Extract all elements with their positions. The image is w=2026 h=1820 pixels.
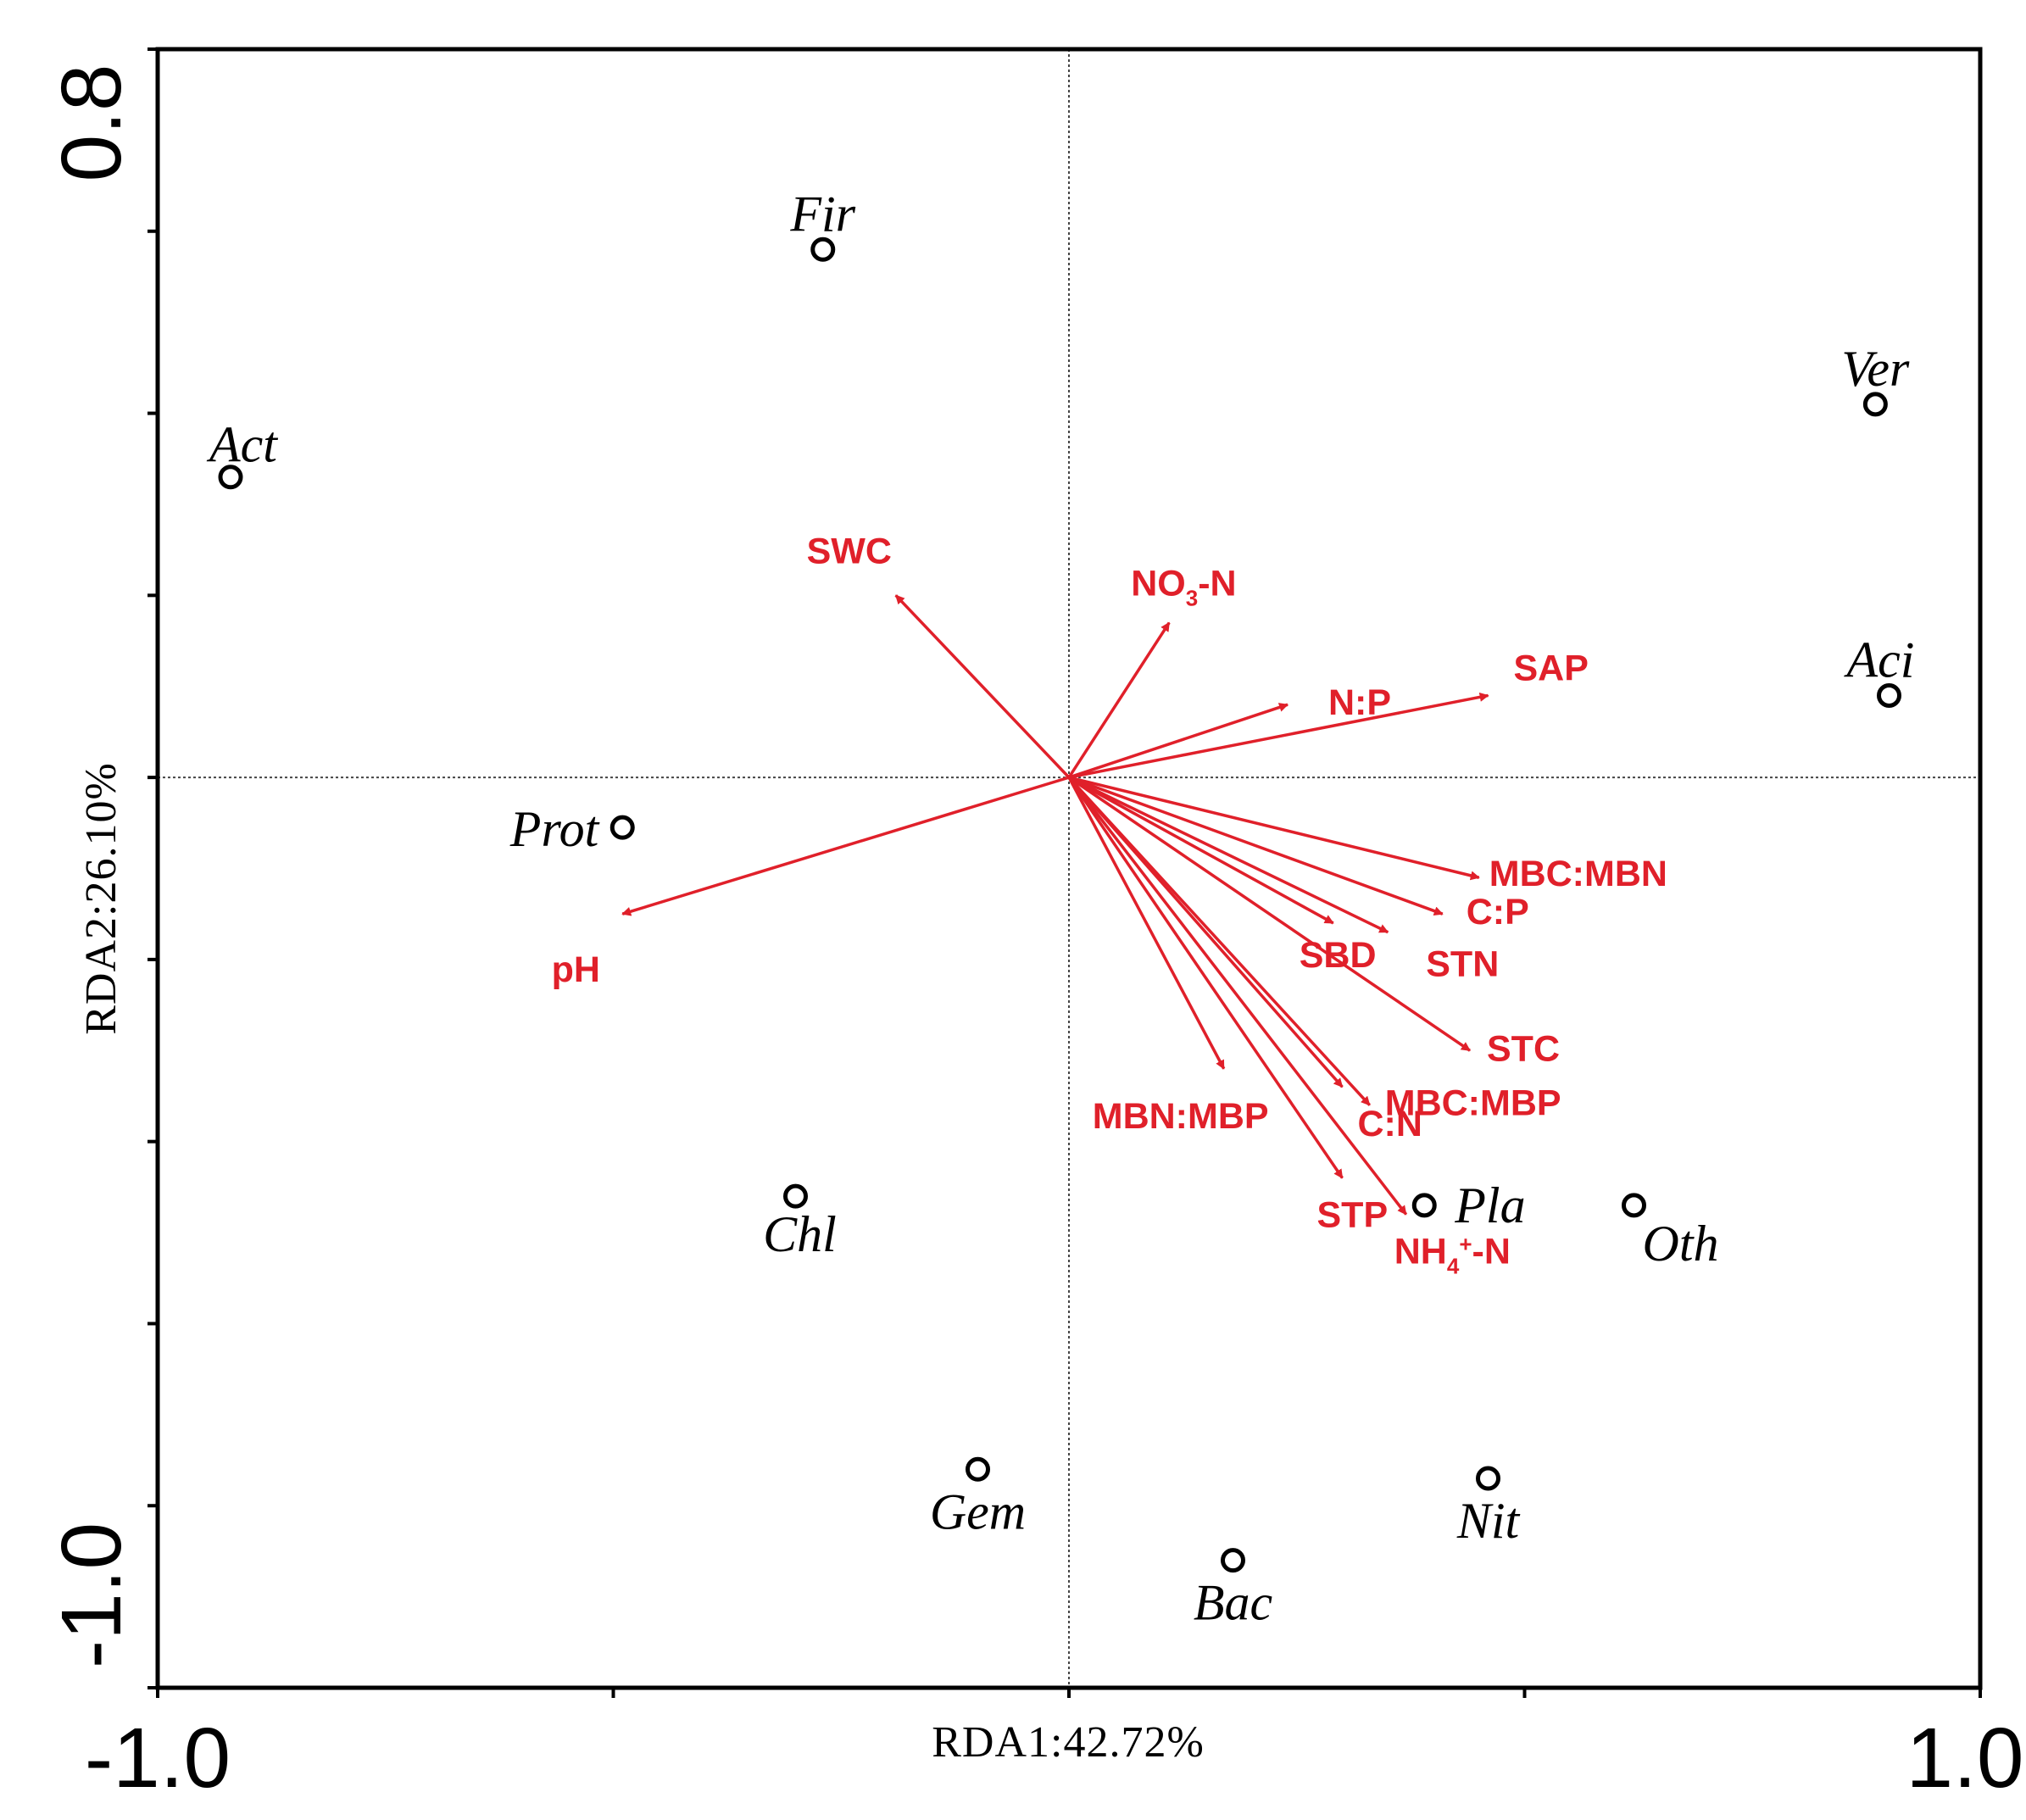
env-label-stp: STP bbox=[1317, 1195, 1389, 1236]
env-arrow-sbd bbox=[1068, 776, 1334, 925]
env-label-mbn-mbp: MBN:MBP bbox=[1093, 1096, 1269, 1137]
env-label-swc: SWC bbox=[807, 531, 892, 571]
x-tick-label-min: -1.0 bbox=[85, 1711, 231, 1806]
taxon-point-prot bbox=[609, 815, 635, 840]
taxon-point-chl bbox=[783, 1183, 808, 1209]
taxon-point-act bbox=[218, 465, 243, 490]
env-arrow-stc bbox=[1068, 776, 1471, 1052]
env-label-no3-n: NO3-N bbox=[1131, 564, 1236, 611]
x-tick-label-max: 1.0 bbox=[1906, 1711, 2023, 1806]
env-arrow-c-p bbox=[1068, 776, 1444, 916]
env-arrow-stn bbox=[1068, 776, 1389, 934]
taxon-point-fir bbox=[810, 237, 836, 262]
env-label-mbc-mbn: MBC:MBN bbox=[1489, 854, 1667, 894]
y-tick-label-max: 0.8 bbox=[44, 64, 139, 181]
env-arrow-stp bbox=[1067, 776, 1344, 1179]
env-arrow-swc bbox=[894, 594, 1071, 779]
env-arrow-sap bbox=[1068, 692, 1489, 779]
env-arrow-no3-n bbox=[1067, 621, 1171, 779]
taxon-label-fir: Fir bbox=[789, 186, 855, 242]
taxon-point-pla bbox=[1411, 1193, 1437, 1218]
taxon-label-nit: Nit bbox=[1456, 1493, 1521, 1549]
y-axis-title: RDA2:26.10% bbox=[77, 762, 125, 1035]
env-label-stn: STN bbox=[1426, 944, 1499, 985]
env-label-stc: STC bbox=[1487, 1028, 1560, 1069]
env-arrow-n-p bbox=[1068, 703, 1289, 779]
env-arrow-mbn-mbp bbox=[1067, 776, 1226, 1070]
taxon-label-pla: Pla bbox=[1454, 1177, 1525, 1233]
taxa-points: Act Fir Ver Aci Prot Chl Pla Oth Gem Nit Bac bbox=[206, 186, 1914, 1630]
taxon-label-gem: Gem bbox=[930, 1483, 1026, 1539]
taxon-point-bac bbox=[1221, 1548, 1245, 1573]
env-arrow-ph bbox=[621, 776, 1070, 916]
taxon-point-ver bbox=[1862, 392, 1888, 417]
env-label-ph: pH bbox=[552, 949, 600, 990]
taxon-label-prot: Prot bbox=[509, 801, 600, 857]
taxon-label-oth: Oth bbox=[1643, 1216, 1719, 1272]
env-label-c-n: C:N bbox=[1358, 1104, 1422, 1144]
taxon-label-aci: Aci bbox=[1844, 632, 1915, 687]
taxon-label-bac: Bac bbox=[1194, 1575, 1272, 1631]
env-label-sap: SAP bbox=[1514, 648, 1589, 688]
env-label-nh4-n: NH4+-N bbox=[1394, 1232, 1511, 1279]
taxon-label-ver: Ver bbox=[1841, 341, 1910, 397]
zero-reference-lines bbox=[158, 49, 1980, 1688]
y-tick-label-min: -1.0 bbox=[44, 1522, 139, 1668]
taxon-label-chl: Chl bbox=[763, 1206, 837, 1262]
env-label-c-p: C:P bbox=[1467, 892, 1529, 932]
env-arrow-mbc-mbn bbox=[1068, 776, 1480, 881]
taxon-point-aci bbox=[1877, 682, 1901, 708]
env-arrow-c-n bbox=[1067, 776, 1344, 1088]
x-axis-title: RDA1:42.72% bbox=[932, 1718, 1205, 1767]
env-arrow-nh4-n bbox=[1067, 776, 1408, 1216]
taxon-point-gem bbox=[966, 1456, 990, 1482]
env-label-mbc-mbp: MBC:MBP bbox=[1385, 1083, 1561, 1124]
taxon-label-act: Act bbox=[206, 417, 278, 473]
taxon-point-nit bbox=[1476, 1466, 1500, 1491]
axis-ticks bbox=[147, 47, 1982, 1698]
taxon-point-oth bbox=[1622, 1193, 1646, 1218]
